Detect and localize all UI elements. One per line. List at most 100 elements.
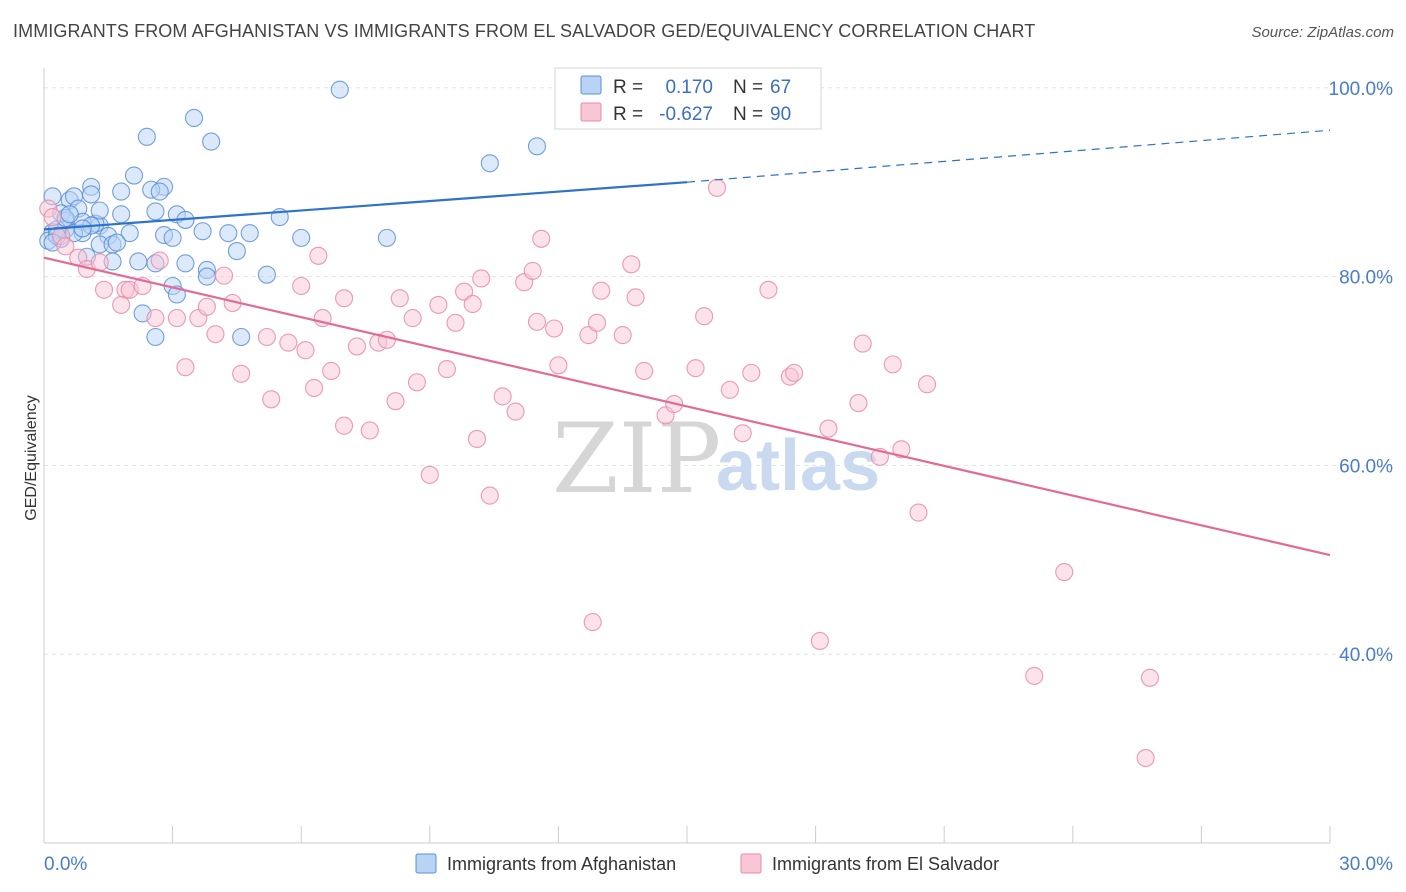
point-elsalvador (532, 229, 551, 248)
point-afghanistan (129, 252, 148, 271)
legend-r-value-2: -0.627 (659, 104, 713, 125)
legend-n-value-1: 67 (770, 77, 791, 98)
point-elsalvador (493, 387, 512, 406)
point-elsalvador (150, 251, 169, 270)
point-afghanistan (480, 154, 499, 173)
point-afghanistan (112, 205, 131, 224)
point-afghanistan (184, 108, 204, 128)
point-elsalvador (420, 465, 439, 484)
y-tick-label: 80.0% (1339, 268, 1393, 289)
point-elsalvador (407, 373, 426, 392)
point-elsalvador (759, 280, 778, 299)
point-afghanistan (150, 182, 169, 201)
point-afghanistan (163, 228, 182, 247)
point-elsalvador (463, 294, 482, 313)
point-elsalvador (390, 289, 409, 308)
point-elsalvador (305, 378, 324, 398)
point-afghanistan (124, 166, 144, 185)
y-tick-label: 60.0% (1339, 456, 1393, 477)
series-legend-swatch-elsalvador (740, 853, 762, 874)
point-elsalvador (360, 421, 379, 440)
point-afghanistan (176, 254, 195, 273)
point-afghanistan (120, 224, 139, 243)
point-elsalvador (849, 394, 868, 413)
point-afghanistan (257, 265, 276, 284)
point-afghanistan (60, 205, 79, 224)
point-elsalvador (309, 246, 328, 265)
point-elsalvador (810, 631, 829, 651)
point-elsalvador (707, 178, 727, 197)
x-tick-label: 30.0% (1339, 854, 1393, 875)
point-elsalvador (112, 295, 131, 314)
point-elsalvador (467, 429, 487, 448)
legend-r-label-1: R = (613, 77, 643, 98)
point-elsalvador (635, 361, 654, 381)
point-elsalvador (347, 337, 366, 356)
point-afghanistan (137, 127, 156, 146)
axes (43, 68, 1331, 844)
point-afghanistan (292, 228, 311, 247)
point-afghanistan (202, 132, 221, 151)
point-afghanistan (73, 219, 92, 238)
y-tick-label: 100.0% (1329, 79, 1394, 100)
point-elsalvador (206, 325, 225, 344)
point-elsalvador (292, 276, 311, 296)
point-elsalvador (819, 419, 838, 438)
chart-title: IMMIGRANTS FROM AFGHANISTAN VS IMMIGRANT… (13, 21, 1036, 41)
point-afghanistan (377, 228, 396, 247)
legend-r-label-2: R = (613, 104, 643, 125)
point-elsalvador (583, 613, 602, 632)
point-elsalvador (232, 364, 251, 383)
point-afghanistan (193, 222, 212, 241)
point-elsalvador (523, 261, 542, 280)
trend-line-afghanistan (43, 181, 688, 231)
point-afghanistan (240, 224, 259, 243)
point-elsalvador (695, 307, 714, 326)
point-elsalvador (1055, 563, 1074, 582)
point-afghanistan (90, 201, 109, 220)
point-elsalvador (214, 266, 234, 285)
point-elsalvador (1025, 666, 1044, 685)
legend-n-label-1: N = (733, 77, 763, 98)
series-legend-swatch-afghanistan (415, 853, 437, 874)
series-legend-label-elsalvador: Immigrants from El Salvador (772, 854, 999, 874)
point-elsalvador (733, 424, 752, 443)
watermark-zip: ZIP (552, 403, 721, 515)
point-elsalvador (167, 309, 186, 328)
point-elsalvador (506, 402, 525, 421)
point-elsalvador (527, 312, 547, 331)
series-legend: Immigrants from Afghanistan Immigrants f… (415, 853, 999, 874)
point-elsalvador (146, 309, 165, 328)
point-elsalvador (94, 280, 114, 299)
point-afghanistan (219, 224, 238, 243)
source-credit: Source: ZipAtlas.com (1251, 24, 1394, 41)
point-elsalvador (909, 503, 928, 522)
point-elsalvador (386, 392, 405, 411)
point-elsalvador (335, 416, 354, 435)
legend-n-value-2: 90 (770, 104, 791, 125)
legend-n-label-2: N = (733, 104, 763, 125)
point-elsalvador (446, 313, 465, 332)
point-elsalvador (429, 295, 448, 314)
point-elsalvador (279, 333, 298, 352)
point-elsalvador (622, 255, 641, 274)
point-elsalvador (883, 355, 902, 374)
point-afghanistan (197, 267, 216, 286)
trend-lines (43, 129, 1331, 557)
legend-swatch-afghanistan (580, 75, 602, 95)
trend-line-elsalvador (43, 256, 1331, 557)
point-elsalvador (613, 326, 632, 345)
point-elsalvador (1136, 748, 1155, 768)
legend-swatch-elsalvador (580, 102, 602, 122)
point-elsalvador (197, 297, 216, 316)
point-elsalvador (549, 356, 568, 375)
point-elsalvador (56, 237, 75, 256)
point-afghanistan (227, 242, 246, 261)
point-elsalvador (686, 359, 705, 378)
point-afghanistan (82, 185, 101, 204)
point-elsalvador (579, 326, 598, 345)
point-afghanistan (232, 327, 251, 347)
y-tick-label: 40.0% (1339, 645, 1393, 666)
point-elsalvador (480, 486, 499, 505)
